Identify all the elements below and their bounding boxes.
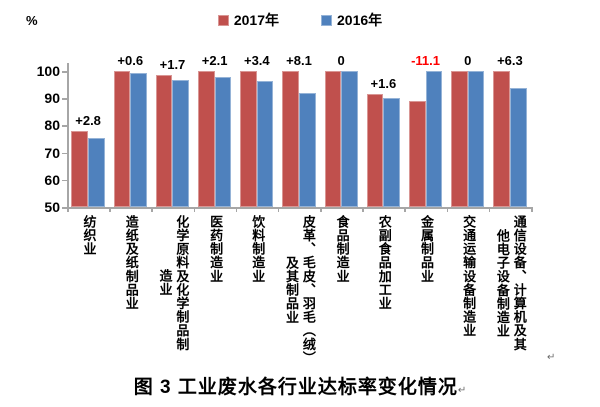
category-label-4: 饮料制造业 xyxy=(250,215,266,283)
plot-area: 50 60 70 80 90 100 +2.8 纺织业 +0.6 造纸及纸制品业 +1.7 化学原料及… xyxy=(36,53,533,365)
bar-2016-1 xyxy=(130,72,147,207)
bar-2017-4 xyxy=(240,71,257,207)
x-tick xyxy=(67,207,69,212)
chart-legend: 2017年 2016年 xyxy=(0,10,600,30)
bar-2017-7 xyxy=(366,93,384,207)
category-label-1: 造纸及纸制品业 xyxy=(123,214,139,311)
x-tick xyxy=(277,207,280,212)
bar-2016-3 xyxy=(214,76,232,207)
bar-2016-10 xyxy=(509,88,527,207)
wastewater-compliance-chart[interactable]: % 2017年 2016年 50 60 70 80 90 100 +2.8 纺织业 +0.6 造纸… xyxy=(0,0,600,365)
legend-swatch-2017 xyxy=(217,14,229,26)
bar-2017-3 xyxy=(197,71,215,207)
bar-2016-6 xyxy=(341,71,358,207)
diff-label-7: +1.6 xyxy=(370,75,397,91)
bar-2016-8 xyxy=(425,71,443,207)
bar-2016-2 xyxy=(172,79,190,207)
x-tick xyxy=(488,207,491,212)
x-tick xyxy=(404,207,406,212)
category-label-8: 金属制品业 xyxy=(418,215,434,283)
figure-caption: 图 3 工业废水各行业达标率变化情况↵ xyxy=(0,372,600,399)
y-axis-unit-label: % xyxy=(26,13,38,28)
diff-label-2: +1.7 xyxy=(159,57,186,73)
x-tick xyxy=(446,207,449,212)
bar-2017-0 xyxy=(71,130,89,207)
y-tick xyxy=(62,207,67,209)
bar-2017-5 xyxy=(282,71,299,207)
x-tick xyxy=(109,207,111,212)
bar-2016-4 xyxy=(256,80,274,207)
legend-item-2016: 2016年 xyxy=(321,10,382,30)
x-tick xyxy=(362,207,364,212)
y-tick xyxy=(62,152,67,155)
x-tick xyxy=(151,207,153,212)
x-tick xyxy=(235,207,238,212)
bar-2016-7 xyxy=(383,98,401,207)
category-label-9: 交通运输设备制造业 xyxy=(461,214,477,338)
category-label-2: 化学原料及化学制品制 造业 xyxy=(157,215,190,351)
diff-label-9: 0 xyxy=(464,53,472,68)
y-tick-label: 100 xyxy=(36,63,60,79)
category-label-6: 食品制造业 xyxy=(334,215,350,283)
diff-label-8: -11.1 xyxy=(411,53,440,68)
diff-label-5: +8.1 xyxy=(286,53,312,69)
category-label-10: 通信设备、计算机及其 他电子设备制造业 xyxy=(494,215,527,351)
diff-label-4: +3.4 xyxy=(243,53,270,69)
bar-2017-9 xyxy=(451,71,468,207)
y-tick xyxy=(62,71,67,73)
paragraph-return-mark: ↵ xyxy=(547,352,556,363)
y-tick-label: 90 xyxy=(44,90,60,107)
y-tick xyxy=(62,98,67,100)
category-label-7: 农副食品加工业 xyxy=(376,214,392,311)
bar-2016-5 xyxy=(299,93,316,207)
caption-return-mark: ↵ xyxy=(457,385,467,396)
y-tick xyxy=(62,179,67,182)
x-axis-line xyxy=(67,207,532,209)
legend-label-2017: 2017年 xyxy=(233,12,279,28)
bar-2017-10 xyxy=(493,71,510,207)
x-tick xyxy=(531,207,533,212)
y-tick-label: 80 xyxy=(44,117,60,134)
y-axis-line xyxy=(67,63,69,207)
legend-item-2017: 2017年 xyxy=(217,10,279,30)
category-label-3: 医药制造业 xyxy=(208,215,224,283)
x-tick xyxy=(320,207,322,212)
diff-label-0: +2.8 xyxy=(75,112,101,128)
bar-2016-9 xyxy=(467,71,485,207)
legend-label-2016: 2016年 xyxy=(337,12,383,28)
diff-label-6: 0 xyxy=(337,53,345,68)
y-tick-label: 70 xyxy=(44,144,60,161)
diff-label-3: +2.1 xyxy=(201,53,228,69)
diff-label-10: +6.3 xyxy=(497,53,523,68)
category-label-0: 纺织业 xyxy=(81,214,97,256)
y-tick-label: 50 xyxy=(44,199,60,215)
diff-label-1: +0.6 xyxy=(117,53,144,69)
bar-2017-8 xyxy=(408,101,426,207)
bar-2017-2 xyxy=(155,75,173,207)
legend-swatch-2016 xyxy=(321,14,332,26)
y-tick xyxy=(62,125,67,127)
category-label-5: 皮革、毛皮、羽毛（绒） 及其制品业 xyxy=(284,214,316,365)
y-tick-label: 60 xyxy=(44,171,60,188)
bar-2017-6 xyxy=(324,71,342,207)
bar-2017-1 xyxy=(113,71,131,207)
bar-2016-0 xyxy=(88,138,105,207)
x-tick xyxy=(193,207,196,212)
figure-caption-text: 图 3 工业废水各行业达标率变化情况 xyxy=(133,377,458,398)
